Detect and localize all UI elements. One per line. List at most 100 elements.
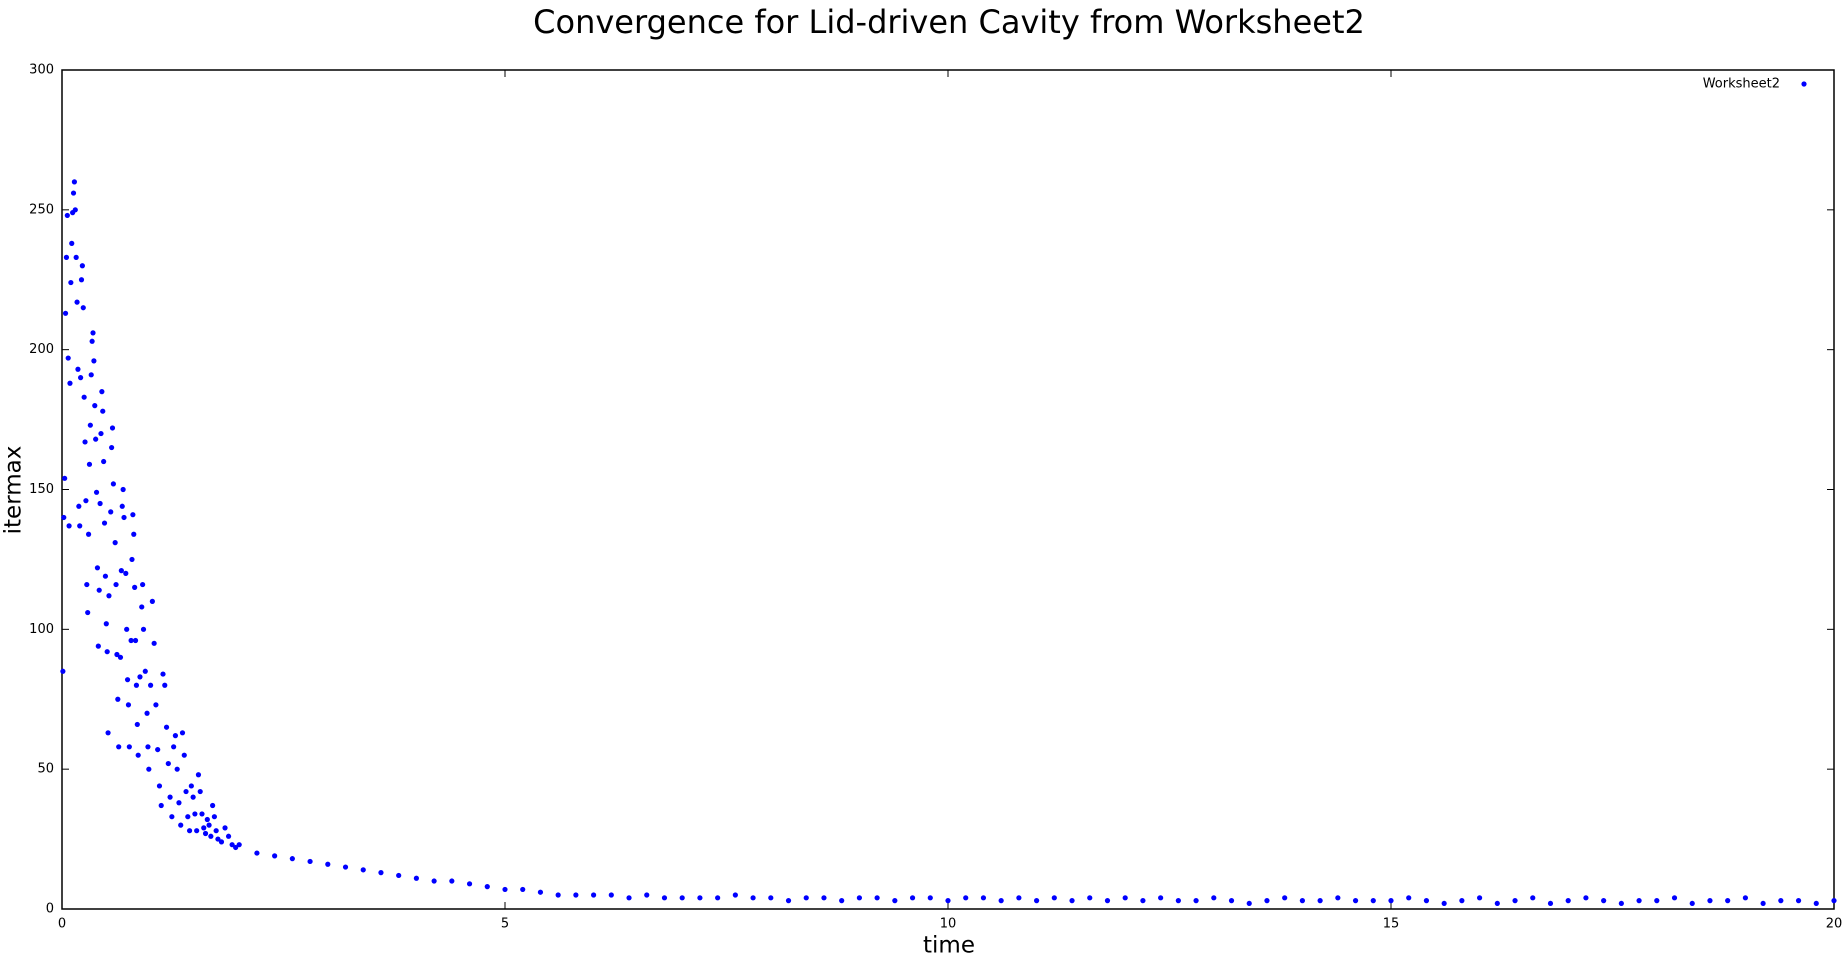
y-tick-label: 300 [29,63,54,78]
data-point [146,766,152,772]
data-point [103,621,109,627]
y-tick-label: 0 [46,902,54,917]
data-point [137,674,143,680]
data-point [71,179,78,185]
data-point [1370,898,1376,904]
data-point [254,850,260,856]
data-point [76,503,82,509]
data-point [160,671,166,677]
data-point [1228,898,1235,904]
data-point [1282,895,1288,901]
data-point [155,746,161,753]
data-point [101,520,108,526]
data-point [360,867,366,873]
data-point [126,744,132,750]
data-point [1211,895,1217,901]
data-point [151,640,157,646]
data-point [909,895,916,901]
data-point [1158,895,1164,901]
data-point [68,279,74,286]
y-axis-label: itermax [1,446,27,535]
data-point [289,856,295,862]
y-tick-label: 50 [37,762,54,777]
data-point [86,461,93,467]
data-point [172,733,179,739]
data-point [378,870,384,876]
data-point [171,744,177,750]
data-point [79,263,85,269]
data-point [272,853,278,859]
data-point [626,895,632,901]
data-point [785,898,792,904]
data-point [165,760,171,767]
data-point [104,649,110,655]
data-point [1459,898,1465,904]
data-point [95,643,101,649]
data-point [87,422,93,428]
data-point [75,366,81,372]
data-point [732,892,738,898]
data-point [679,895,685,901]
data-point [119,503,125,509]
data-point [124,626,130,632]
data-point [1441,900,1447,907]
legend-label: Worksheet2 [1703,77,1780,92]
x-tick-label: 5 [501,917,509,932]
data-point [149,598,155,604]
y-tick-label: 100 [29,622,54,637]
data-point [89,338,95,344]
data-point [484,884,490,890]
data-point [188,783,194,789]
data-point [1707,898,1713,904]
y-tick-label: 150 [29,482,54,497]
data-point [66,523,72,529]
data-point [132,637,139,644]
data-point [945,898,951,904]
data-point [105,730,111,736]
data-point [62,475,68,481]
data-point [1547,900,1554,907]
data-point [1069,898,1075,904]
data-point [555,892,561,898]
data-point [114,651,120,658]
data-point [1175,898,1181,904]
data-point [204,816,210,823]
data-point [1140,898,1146,904]
data-point [1406,895,1412,901]
data-point [325,861,331,867]
data-point [139,604,145,610]
data-point [72,207,78,213]
data-point [73,254,79,260]
data-point [82,439,88,445]
data-point [750,895,756,901]
data-point [821,895,827,901]
data-point [208,833,214,839]
data-point [1742,895,1748,901]
data-point [94,565,101,571]
data-point [1618,900,1624,907]
data-point [90,330,96,336]
data-point [112,540,118,546]
data-point [140,626,147,632]
data-point [195,772,202,778]
data-point [591,892,597,898]
data-point [113,581,119,588]
x-tick-label: 15 [1383,917,1400,932]
data-point [222,825,228,831]
data-point [199,811,205,817]
data-point [80,305,86,311]
data-point [963,895,969,901]
data-point [1122,895,1128,901]
data-point [186,828,193,834]
data-point [1317,898,1323,904]
data-point [183,788,189,795]
data-point [413,875,419,881]
data-point [202,830,209,837]
data-point [125,702,132,708]
data-point [135,752,141,758]
data-point [874,895,880,901]
data-point [1636,898,1642,904]
data-point [211,814,217,820]
data-point [1778,898,1784,904]
data-point [1299,898,1305,904]
